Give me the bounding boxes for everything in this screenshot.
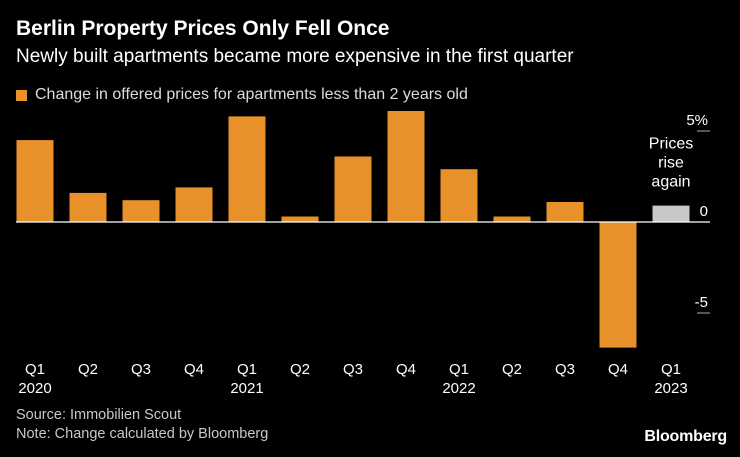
x-tick-label: Q4	[184, 361, 204, 378]
y-tick-label: -5	[695, 294, 708, 311]
x-tick-label: Q3	[555, 361, 575, 378]
x-tick-label: Q4	[396, 361, 416, 378]
x-tick-label: Q1	[25, 361, 45, 378]
bar	[334, 156, 372, 222]
bar	[228, 116, 266, 222]
x-year-label: 2022	[442, 380, 475, 397]
bar	[175, 187, 213, 222]
bar	[599, 222, 637, 348]
bar	[546, 202, 584, 222]
x-tick-label: Q2	[290, 361, 310, 378]
bar	[16, 140, 54, 222]
annotation-text: rise	[658, 155, 684, 172]
x-tick-label: Q4	[608, 361, 628, 378]
x-year-label: 2023	[654, 380, 687, 397]
bar	[281, 216, 319, 222]
x-year-label: 2020	[18, 380, 51, 397]
legend-swatch	[16, 89, 27, 101]
bar	[122, 200, 160, 222]
chart-title: Berlin Property Prices Only Fell Once	[16, 17, 390, 40]
annotation-text: Prices	[649, 136, 693, 153]
x-year-label: 2021	[230, 380, 263, 397]
bar	[440, 169, 478, 222]
x-tick-label: Q1	[237, 361, 257, 378]
x-tick-label: Q3	[343, 361, 363, 378]
x-tick-label: Q1	[449, 361, 469, 378]
x-tick-label: Q2	[502, 361, 522, 378]
x-tick-label: Q1	[661, 361, 681, 378]
chart-subtitle: Newly built apartments became more expen…	[16, 46, 574, 67]
annotation-text: again	[651, 174, 690, 191]
x-tick-label: Q2	[78, 361, 98, 378]
bloomberg-logo: Bloomberg	[644, 428, 727, 445]
y-tick-label: 0	[700, 203, 708, 220]
calculation-note: Note: Change calculated by Bloomberg	[16, 426, 269, 442]
source-note: Source: Immobilien Scout	[16, 407, 182, 423]
legend: Change in offered prices for apartments …	[16, 86, 468, 104]
bar	[493, 216, 531, 222]
x-tick-label: Q3	[131, 361, 151, 378]
bar	[69, 192, 107, 222]
legend-label: Change in offered prices for apartments …	[35, 86, 468, 103]
bar	[387, 111, 425, 222]
bar	[652, 205, 690, 222]
y-tick-label: 5%	[686, 112, 708, 129]
